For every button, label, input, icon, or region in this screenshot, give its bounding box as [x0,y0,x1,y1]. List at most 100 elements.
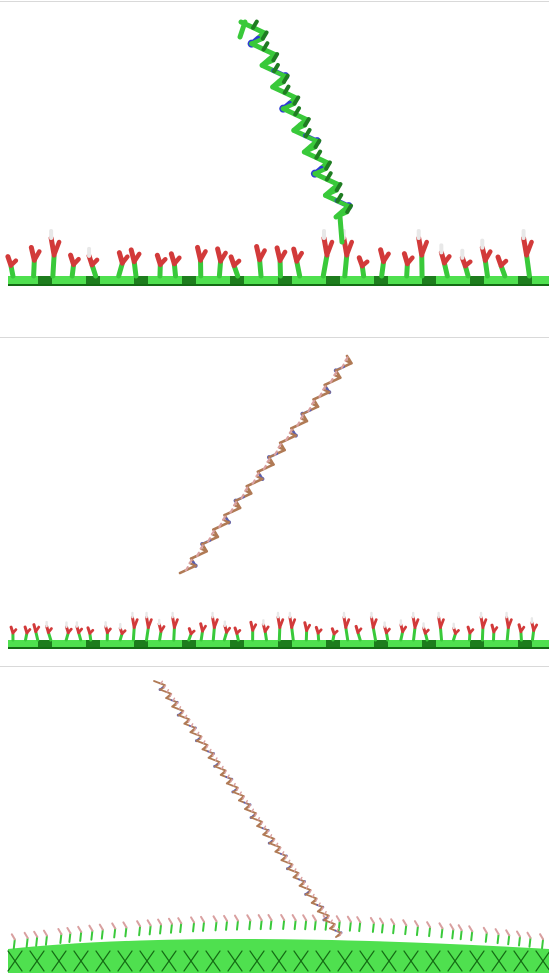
carbonyl-bond [160,680,164,685]
carbonyl-bond [266,457,271,463]
backbone-bond [304,893,313,898]
backbone-bond [331,376,342,383]
surface-bond-carbon [496,933,500,945]
polymer-chain-3 [153,680,343,938]
surface-bond-oxygen [483,249,493,263]
surface-mesh-line [469,950,485,972]
carbonyl-bond [230,778,233,783]
surface-hydroxyl-group [223,914,229,931]
surface-hydroxyl-group [341,229,355,279]
carbonyl-bond [311,893,315,898]
carbonyl-bond [245,799,248,804]
surface-bond-oxygen [439,618,445,629]
panel-1-render [5,19,549,286]
surface-bond-oxygen [159,625,166,633]
carbonyl-bond [330,919,333,924]
surface-bond-oxygen [494,928,500,936]
backbone-bond [219,773,228,778]
surface-bond-carbon [235,919,239,931]
surface-hydroxyl-group [369,611,378,642]
surface-hydroxyl-group [413,920,419,937]
carbonyl-bond [269,834,273,838]
surface-mesh-line [249,950,265,972]
backbone-bond [201,748,209,753]
surface-bond-oxygen [405,255,415,266]
surface-bond-carbon [159,923,163,935]
carbonyl-bond [248,804,252,808]
carbonyl-bond [187,718,191,723]
carbonyl-bond [251,808,255,813]
surface-bond-oxygen [371,618,378,629]
surface-bond-oxygen [335,915,341,923]
surface-hydroxyl-group [233,914,239,931]
surface-hydroxyl-group [399,619,408,642]
backbone-bond [280,859,288,864]
carbonyl-bond [222,515,227,521]
surface-bond-oxygen [344,618,351,629]
carbonyl-bond [287,859,291,864]
carbonyl-bond [178,706,182,710]
surface-bond-oxygen [426,921,432,929]
surface-hydroxyl-group [9,625,18,642]
surface-layer [5,229,549,286]
surface-hydroxyl-group [254,244,267,279]
surface-bond-carbon [324,919,328,931]
backbone-bond [231,506,242,513]
surface-hydroxyl-group [168,251,182,279]
surface-bond-carbon [507,934,511,946]
surface-bond-oxygen [457,924,463,932]
carbonyl-bond [315,898,318,902]
carbonyl-bond [339,932,343,936]
surface-bond-oxygen [359,259,370,269]
carbonyl-bond [251,479,256,485]
surface-hydroxyl-group [215,246,228,279]
surface-bond-oxygen [381,251,391,264]
surface-bond-oxygen [369,916,375,924]
carbonyl-bond [290,863,294,868]
surface-bond-carbon [90,929,94,941]
surface-hydroxyl-group [157,918,163,935]
surface-hydroxyl-group [303,621,311,642]
surface-bond-oxygen [71,256,81,267]
carbonyl-bond [242,795,246,800]
backbone-bond [238,799,246,804]
carbonyl-bond [163,684,167,689]
surface-bond-carbon [392,923,396,935]
surface-bond-carbon [415,925,419,937]
surface-hydroxyl-group [195,244,208,279]
carbonyl-bond [207,537,212,543]
surface-bond-oxygen [267,914,273,922]
surface-bond-oxygen [200,915,206,923]
surface-hydroxyl-group [190,916,196,933]
surface-hydroxyl-group [274,245,288,279]
surface-segment [230,640,244,649]
surface-bond-oxygen [344,239,355,258]
backbone-bond [153,680,161,685]
backbone-bond [208,535,220,542]
surface-hydroxyl-group [32,623,41,642]
surface-hydroxyl-group [228,254,242,279]
backbone-bond [159,688,167,693]
carbonyl-bond [329,378,334,384]
surface-bond-oxygen [505,929,511,937]
surface-bond-oxygen [120,254,130,266]
surface-bond-carbon [480,625,485,642]
backbone-bond [292,876,300,881]
surface-hydroxyl-group [495,254,509,279]
surface-segment [134,276,148,286]
surface-bond-oxygen [468,925,474,933]
backbone-bond [177,714,185,719]
carbonyl-bond [257,817,261,821]
carbonyl-bond [318,392,323,398]
surface-hydroxyl-group [311,914,317,931]
surface-mesh-line [447,950,463,972]
surface-bond-carbon [428,926,432,938]
backbone-bond [262,833,270,838]
surface-bond-oxygen [88,628,95,635]
surface-bond-oxygen [111,922,117,930]
surface-bond-carbon [482,257,490,279]
surface-hydroxyl-group [505,611,513,642]
surface-hydroxyl-group [451,622,460,642]
carbonyl-bond [193,727,197,732]
surface-hydroxyl-group [68,252,81,279]
